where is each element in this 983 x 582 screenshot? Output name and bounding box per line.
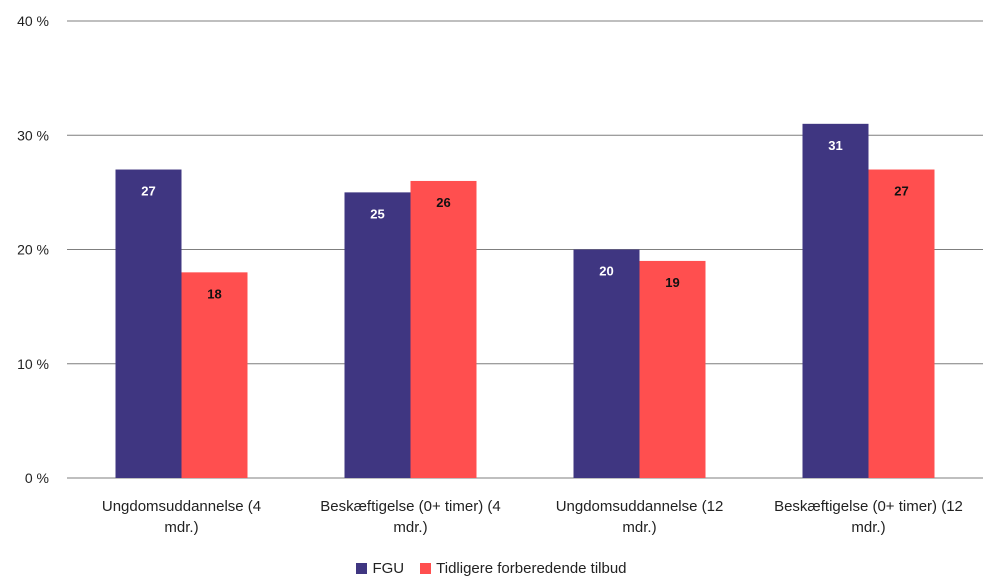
data-label: 19	[665, 275, 679, 290]
x-axis-ticks: Ungdomsuddannelse (4 mdr.) Beskæftigelse (…	[102, 498, 963, 536]
x-tick-label: Ungdomsuddannelse (4	[102, 498, 261, 515]
x-tick-label: mdr.)	[622, 519, 656, 536]
data-label: 18	[207, 286, 221, 301]
x-tick-label: Ungdomsuddannelse (12	[556, 498, 724, 515]
legend-label-tidligere: Tidligere forberedende tilbud	[436, 560, 627, 577]
x-tick-label: Beskæftigelse (0+ timer) (12	[774, 498, 963, 515]
bars	[115, 123, 935, 478]
data-label: 27	[141, 184, 155, 199]
legend-label-fgu: FGU	[372, 560, 405, 577]
y-tick-label: 0 %	[25, 470, 49, 486]
bar	[868, 169, 935, 478]
data-label: 25	[370, 206, 384, 221]
x-tick-label: mdr.)	[164, 519, 198, 536]
bar	[410, 180, 477, 478]
bar	[115, 169, 182, 478]
y-tick-label: 20 %	[17, 242, 49, 258]
y-tick-label: 10 %	[17, 356, 49, 372]
y-axis-ticks: 0 % 10 % 20 % 30 % 40 %	[17, 13, 49, 486]
legend: FGU Tidligere forberedende tilbud	[0, 560, 983, 577]
data-label: 26	[436, 195, 450, 210]
legend-swatch-fgu	[356, 563, 368, 574]
data-label: 27	[894, 184, 908, 199]
data-label: 20	[599, 264, 613, 279]
bar	[181, 272, 248, 478]
bar	[802, 123, 869, 478]
legend-item-tidligere: Tidligere forberedende tilbud	[420, 560, 627, 577]
x-tick-label: Beskæftigelse (0+ timer) (4	[320, 498, 500, 515]
bar	[573, 249, 640, 478]
legend-swatch-tidligere	[420, 563, 432, 574]
bar	[344, 192, 411, 478]
data-labels: 27 18 25 26 20 19 31 27	[141, 138, 908, 302]
y-tick-label: 30 %	[17, 127, 49, 143]
x-tick-label: mdr.)	[851, 519, 885, 536]
x-tick-label: mdr.)	[393, 519, 427, 536]
y-tick-label: 40 %	[17, 13, 49, 29]
bar	[639, 260, 706, 478]
legend-item-fgu: FGU	[356, 560, 404, 577]
data-label: 31	[828, 138, 842, 153]
